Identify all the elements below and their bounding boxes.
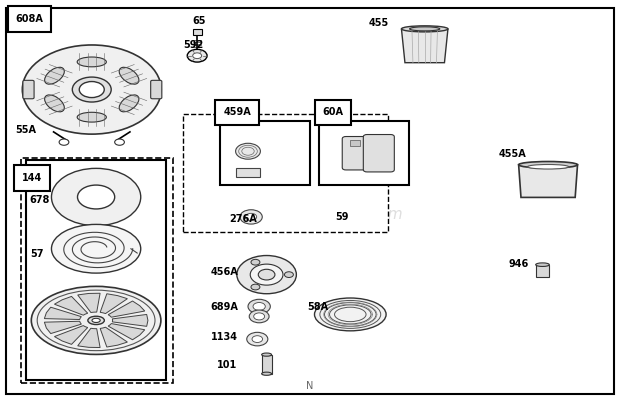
Ellipse shape (92, 318, 100, 322)
Text: eReplacementParts.com: eReplacementParts.com (216, 207, 404, 222)
Circle shape (79, 82, 104, 98)
Ellipse shape (88, 316, 104, 324)
Text: 60A: 60A (322, 107, 343, 117)
Text: 55A: 55A (16, 125, 37, 135)
Ellipse shape (410, 27, 440, 31)
Circle shape (246, 213, 257, 220)
Ellipse shape (119, 67, 139, 84)
Polygon shape (45, 307, 81, 320)
Ellipse shape (51, 224, 141, 273)
Text: 678: 678 (30, 195, 50, 205)
Circle shape (249, 310, 269, 323)
Circle shape (285, 272, 293, 277)
Circle shape (253, 302, 265, 310)
Ellipse shape (518, 162, 578, 168)
Polygon shape (108, 301, 144, 317)
Circle shape (250, 264, 283, 285)
Circle shape (240, 210, 262, 224)
FancyBboxPatch shape (363, 135, 394, 172)
Bar (536, 265, 549, 277)
Ellipse shape (536, 263, 549, 267)
Text: 946: 946 (508, 259, 529, 269)
Circle shape (22, 45, 161, 134)
Ellipse shape (402, 26, 448, 32)
Text: 689A: 689A (211, 302, 239, 312)
Circle shape (187, 49, 207, 62)
Polygon shape (100, 327, 127, 347)
Polygon shape (78, 328, 100, 347)
Bar (350, 140, 360, 146)
Polygon shape (55, 326, 87, 344)
Circle shape (73, 77, 111, 102)
Text: 608A: 608A (16, 14, 43, 24)
Circle shape (251, 259, 260, 265)
Ellipse shape (45, 95, 64, 112)
Circle shape (236, 143, 260, 159)
Ellipse shape (77, 112, 107, 122)
Polygon shape (402, 29, 448, 62)
Text: 65: 65 (192, 16, 206, 26)
Ellipse shape (528, 164, 569, 169)
Circle shape (59, 139, 69, 145)
Circle shape (254, 313, 265, 320)
Circle shape (252, 336, 263, 342)
Text: 455A: 455A (499, 149, 527, 159)
Circle shape (193, 53, 202, 59)
Text: 1134: 1134 (211, 332, 238, 342)
Text: 456A: 456A (211, 267, 239, 277)
Ellipse shape (77, 57, 107, 67)
Text: N: N (306, 381, 314, 391)
Text: 276A: 276A (229, 214, 257, 224)
Text: 58A: 58A (307, 302, 328, 312)
Polygon shape (45, 321, 81, 334)
Text: 59: 59 (335, 212, 348, 222)
Text: 592: 592 (183, 40, 203, 50)
Circle shape (247, 332, 268, 346)
Bar (319, 121, 409, 185)
Ellipse shape (119, 95, 139, 112)
FancyBboxPatch shape (342, 137, 367, 170)
Circle shape (248, 299, 270, 314)
Ellipse shape (31, 287, 161, 355)
Polygon shape (55, 297, 87, 315)
Ellipse shape (262, 372, 272, 375)
Polygon shape (78, 293, 100, 312)
Polygon shape (518, 165, 578, 197)
Bar (26, 160, 166, 380)
Text: 57: 57 (30, 249, 43, 259)
Circle shape (237, 256, 296, 294)
Bar (220, 121, 310, 185)
Bar (262, 355, 272, 374)
Bar (21, 158, 173, 383)
Bar (193, 29, 202, 35)
Circle shape (78, 185, 115, 209)
Polygon shape (112, 314, 148, 326)
Polygon shape (108, 324, 144, 340)
Text: 455: 455 (369, 18, 389, 28)
FancyBboxPatch shape (151, 80, 162, 99)
FancyBboxPatch shape (23, 80, 34, 99)
Circle shape (251, 284, 260, 290)
Circle shape (51, 168, 141, 226)
Polygon shape (100, 294, 127, 314)
Bar (183, 114, 388, 232)
Bar (236, 168, 260, 177)
Text: 101: 101 (217, 360, 237, 370)
Ellipse shape (45, 67, 64, 84)
Text: 459A: 459A (223, 107, 251, 117)
Text: 144: 144 (22, 173, 42, 183)
Circle shape (115, 139, 125, 145)
Circle shape (259, 269, 275, 280)
Ellipse shape (262, 353, 272, 356)
Ellipse shape (314, 298, 386, 331)
